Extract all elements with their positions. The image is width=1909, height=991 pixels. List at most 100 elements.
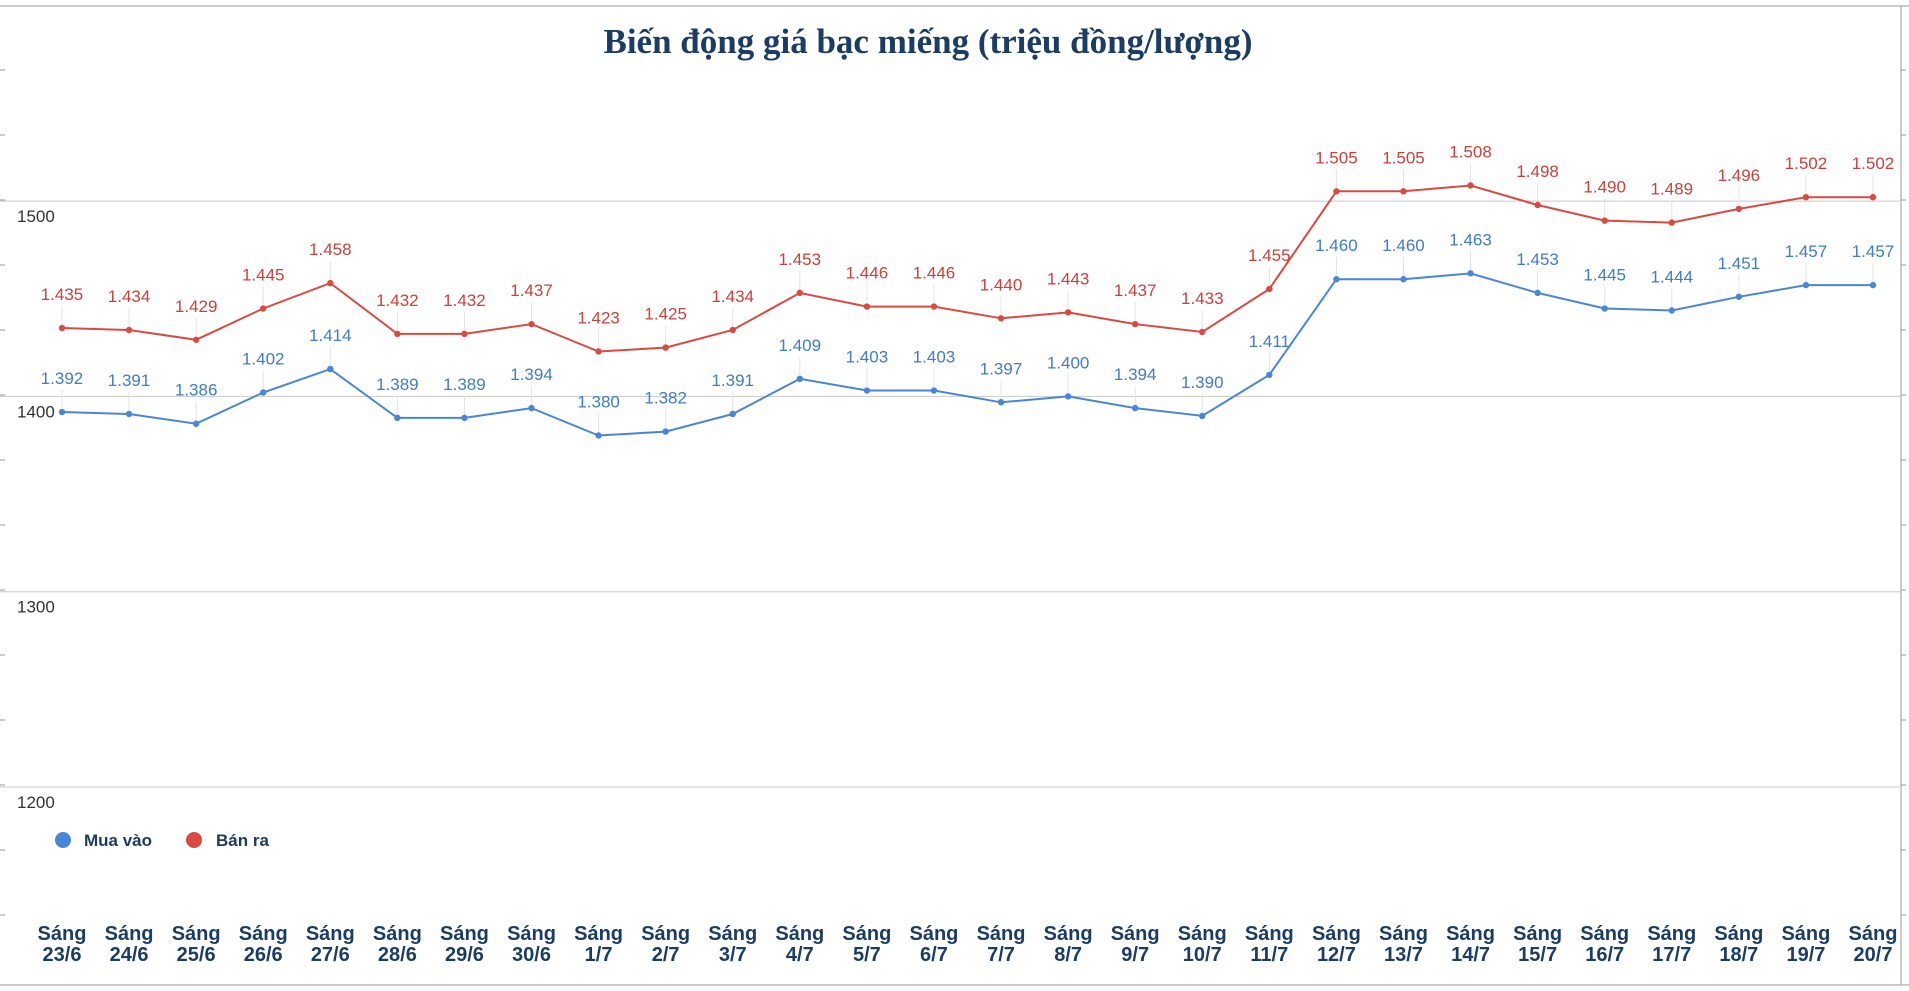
data-point-buy: [930, 387, 938, 394]
data-label-sell: 1.434: [108, 287, 151, 306]
x-category-label: Sáng 27/6: [306, 923, 355, 966]
data-point-sell: [1064, 309, 1072, 316]
data-label-buy: 1.460: [1382, 236, 1425, 255]
data-label-buy: 1.444: [1651, 267, 1694, 286]
x-category-label: Sáng 13/7: [1379, 923, 1428, 966]
data-label-sell: 1.432: [376, 291, 419, 310]
data-point-buy: [125, 410, 133, 418]
y-tick-label-1400: 1400: [17, 402, 55, 421]
data-label-buy: 1.403: [913, 348, 956, 367]
data-point-sell: [997, 315, 1005, 322]
data-point-sell: [528, 320, 535, 328]
data-point-buy: [1534, 289, 1541, 297]
x-category-label: Sáng 28/6: [373, 923, 422, 966]
legend-label-sell: Bán ra: [216, 831, 269, 850]
data-point-sell: [58, 324, 66, 332]
x-category-label: Sáng 1/7: [574, 923, 623, 966]
data-label-sell: 1.505: [1382, 148, 1425, 167]
x-category-label: Sáng 7/7: [977, 923, 1026, 966]
x-category-label: Sáng 9/7: [1111, 923, 1160, 966]
data-label-sell: 1.433: [1181, 289, 1224, 308]
data-point-buy: [394, 414, 401, 422]
data-label-sell: 1.443: [1047, 269, 1090, 288]
data-label-sell: 1.508: [1449, 142, 1492, 161]
data-point-buy: [1400, 276, 1407, 283]
x-category-label: Sáng 12/7: [1312, 923, 1361, 966]
data-point-buy: [461, 414, 468, 422]
data-label-sell: 1.432: [443, 291, 486, 310]
x-category-label: Sáng 5/7: [842, 923, 891, 966]
data-label-sell: 1.505: [1315, 148, 1358, 167]
data-label-sell: 1.490: [1583, 178, 1626, 197]
data-label-sell: 1.498: [1516, 162, 1559, 181]
x-category-label: Sáng 20/7: [1849, 923, 1898, 966]
data-label-buy: 1.394: [1114, 365, 1157, 384]
x-category-label: Sáng 26/6: [239, 923, 288, 966]
data-point-sell: [662, 344, 669, 351]
data-label-sell: 1.446: [913, 264, 956, 283]
data-point-buy: [863, 387, 871, 394]
x-category-label: Sáng 19/7: [1781, 923, 1830, 966]
x-category-label: Sáng 3/7: [708, 923, 757, 966]
data-point-sell: [260, 305, 267, 312]
data-label-sell: 1.440: [980, 275, 1023, 294]
data-label-sell: 1.455: [1248, 246, 1291, 265]
data-label-sell: 1.502: [1785, 154, 1828, 173]
data-point-buy: [1064, 393, 1072, 400]
x-category-label: Sáng 4/7: [775, 923, 824, 966]
data-label-buy: 1.391: [711, 371, 754, 390]
y-tick-label-1200: 1200: [17, 793, 55, 812]
legend-label-buy: Mua vào: [84, 831, 152, 850]
data-point-sell: [1400, 188, 1407, 195]
data-label-buy: 1.451: [1718, 254, 1761, 273]
legend-marker-sell: [186, 832, 202, 848]
data-point-sell: [1467, 182, 1474, 189]
x-category-label: Sáng 10/7: [1178, 923, 1227, 966]
gridlines: [0, 69, 1906, 916]
data-label-buy: 1.382: [644, 389, 687, 408]
data-point-buy: [796, 375, 804, 383]
data-point-sell: [1869, 193, 1877, 201]
data-point-buy: [528, 404, 535, 412]
data-point-buy: [1869, 281, 1877, 289]
data-label-sell: 1.458: [309, 240, 352, 259]
x-category-label: Sáng 2/7: [641, 923, 690, 966]
x-category-label: Sáng 30/6: [507, 923, 556, 966]
data-point-sell: [1333, 188, 1340, 195]
x-category-label: Sáng 29/6: [440, 923, 489, 966]
data-point-buy: [58, 408, 66, 416]
x-category-label: Sáng 25/6: [172, 923, 221, 966]
data-label-sell: 1.489: [1651, 180, 1694, 199]
y-tick-label-1300: 1300: [17, 598, 55, 617]
data-point-sell: [729, 326, 736, 334]
data-label-buy: 1.386: [175, 381, 218, 400]
data-label-buy: 1.457: [1785, 242, 1828, 261]
series-line-buy: [61, 272, 1873, 437]
legend-marker-buy: [55, 832, 71, 848]
data-label-sell: 1.445: [242, 266, 285, 285]
data-point-sell: [1668, 219, 1675, 226]
data-point-buy: [729, 410, 736, 418]
data-point-sell: [327, 279, 334, 287]
legend: Mua vào Bán ra: [55, 831, 269, 850]
data-point-sell: [930, 303, 938, 310]
data-point-buy: [595, 432, 602, 439]
data-point-sell: [192, 336, 200, 343]
data-label-buy: 1.409: [779, 336, 822, 355]
x-category-label: Sáng 6/7: [910, 923, 959, 966]
x-category-label: Sáng 8/7: [1044, 923, 1093, 966]
x-category-label: Sáng 24/6: [105, 923, 154, 966]
data-labels: 1.392 1.391 1.386 1.402 1.414 1.389 1.389 1.394…: [41, 142, 1895, 411]
data-point-buy: [1601, 305, 1608, 312]
data-label-sell: 1.502: [1852, 154, 1895, 173]
x-category-label: Sáng 17/7: [1647, 923, 1696, 966]
series-line-sell: [61, 184, 1873, 353]
data-label-buy: 1.394: [510, 365, 553, 384]
data-point-buy: [662, 428, 669, 435]
data-point-sell: [125, 326, 133, 334]
data-point-sell: [796, 289, 804, 297]
data-label-sell: 1.434: [711, 287, 754, 306]
data-point-sell: [595, 348, 602, 355]
